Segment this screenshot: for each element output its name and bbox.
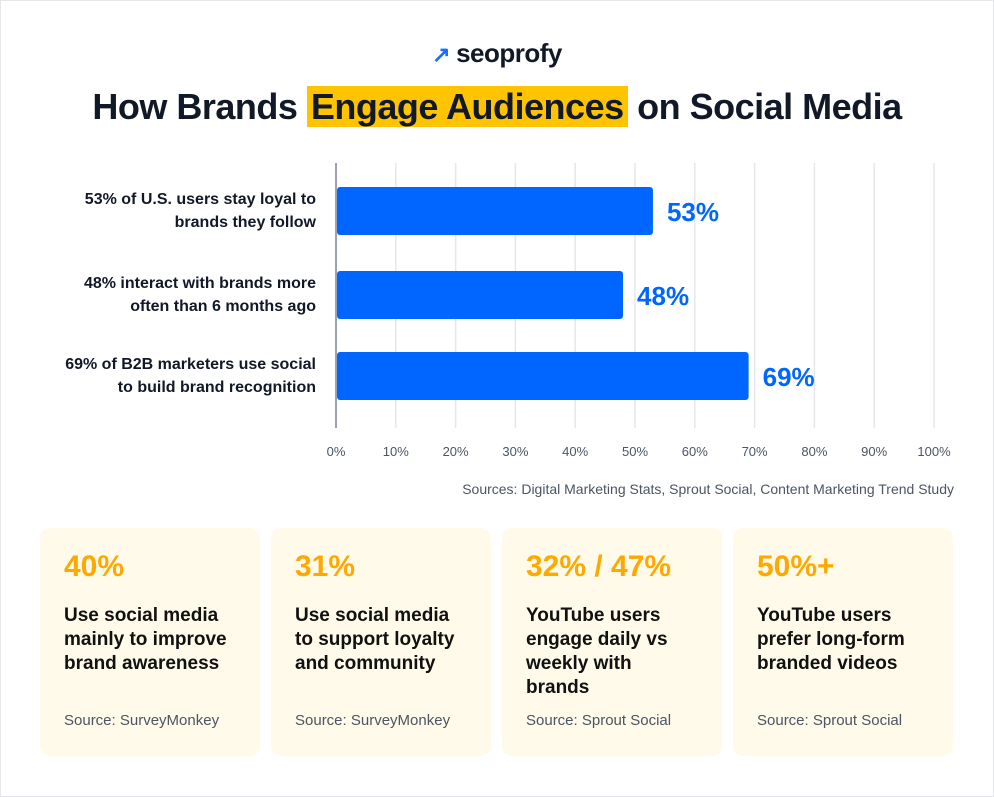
x-tick-label: 90% xyxy=(861,444,887,459)
stat-description: YouTube users prefer long-form branded v… xyxy=(757,605,905,674)
x-tick-label: 80% xyxy=(801,444,827,459)
chart-source: Sources: Digital Marketing Stats, Sprout… xyxy=(462,481,954,497)
stat-source: Source: SurveyMonkey xyxy=(295,712,451,729)
stat-card: 32% / 47% YouTube users engage daily vs w… xyxy=(502,528,722,756)
logo-text: seoprofy xyxy=(456,38,562,68)
x-tick-label: 50% xyxy=(622,444,648,459)
stat-source: Source: SurveyMonkey xyxy=(64,712,220,729)
data-label: 69% xyxy=(763,362,815,392)
category-label: often than 6 months ago xyxy=(130,298,316,315)
stat-card: 50%+ YouTube users prefer long-form brand… xyxy=(733,528,953,756)
title-part: on Social Media xyxy=(627,86,902,127)
stat-value: 32% / 47% xyxy=(526,550,672,583)
stat-value: 31% xyxy=(295,550,356,583)
stat-value: 40% xyxy=(64,550,125,583)
category-label: brands they follow xyxy=(175,214,317,231)
data-label: 53% xyxy=(667,197,719,227)
x-tick-label: 20% xyxy=(443,444,469,459)
data-label: 48% xyxy=(637,281,689,311)
x-tick-label: 30% xyxy=(502,444,528,459)
bar xyxy=(337,271,624,319)
title-part: How Brands xyxy=(92,86,307,127)
title-highlight: Engage Audiences xyxy=(306,86,628,127)
stat-description: Use social media mainly to improve brand… xyxy=(64,605,227,674)
stat-description: YouTube users engage daily vs weekly wit… xyxy=(526,605,668,698)
stat-value: 50%+ xyxy=(757,550,835,583)
category-label: 69% of B2B marketers use social xyxy=(65,356,316,373)
x-tick-label: 0% xyxy=(327,444,346,459)
logo: ↗ seoprofy xyxy=(0,38,994,69)
stat-source: Source: Sprout Social xyxy=(526,712,672,729)
x-tick-label: 10% xyxy=(383,444,409,459)
x-tick-label: 100% xyxy=(917,444,951,459)
bar xyxy=(337,187,653,235)
stat-card: 31% Use social media to support loyalty a… xyxy=(271,528,491,756)
page-title: How Brands Engage Audiences on Social Me… xyxy=(0,86,994,128)
category-label: to build brand recognition xyxy=(118,379,316,396)
x-tick-label: 70% xyxy=(742,444,768,459)
bar-chart: 0% 10% 20% 30% 40% 50% 60% 70% 80% 90% 100% 53% 53% … xyxy=(65,163,951,459)
x-tick-label: 40% xyxy=(562,444,588,459)
stat-description: Use social media to support loyalty and … xyxy=(295,605,455,674)
category-label: 48% interact with brands more xyxy=(84,275,316,292)
stat-card: 40% Use social media mainly to improve br… xyxy=(40,528,260,756)
category-label: 53% of U.S. users stay loyal to xyxy=(85,191,316,208)
stat-source: Source: Sprout Social xyxy=(757,712,903,729)
arrow-up-right-icon: ↗ xyxy=(432,42,451,67)
x-tick-label: 60% xyxy=(682,444,708,459)
bar xyxy=(337,352,749,400)
